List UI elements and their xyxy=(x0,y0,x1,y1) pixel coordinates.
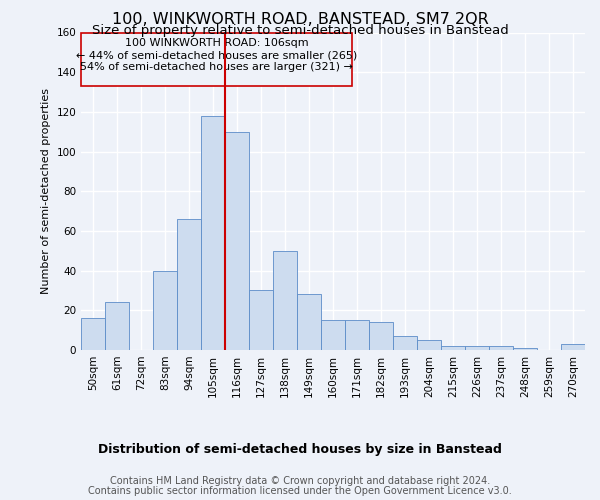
Bar xyxy=(417,340,441,350)
Text: 100 WINKWORTH ROAD: 106sqm: 100 WINKWORTH ROAD: 106sqm xyxy=(125,38,308,48)
Bar xyxy=(465,346,489,350)
Bar xyxy=(153,270,177,350)
Bar xyxy=(297,294,321,350)
Bar xyxy=(105,302,129,350)
Text: ← 44% of semi-detached houses are smaller (265): ← 44% of semi-detached houses are smalle… xyxy=(76,50,357,60)
Bar xyxy=(225,132,249,350)
Text: Size of property relative to semi-detached houses in Banstead: Size of property relative to semi-detach… xyxy=(92,24,508,37)
Y-axis label: Number of semi-detached properties: Number of semi-detached properties xyxy=(41,88,51,294)
Bar xyxy=(561,344,585,350)
Bar xyxy=(489,346,513,350)
Bar xyxy=(177,219,201,350)
Bar xyxy=(369,322,393,350)
Bar xyxy=(249,290,273,350)
Text: 100, WINKWORTH ROAD, BANSTEAD, SM7 2QR: 100, WINKWORTH ROAD, BANSTEAD, SM7 2QR xyxy=(112,12,488,28)
Bar xyxy=(321,320,345,350)
Bar xyxy=(393,336,417,350)
Bar xyxy=(201,116,225,350)
Bar xyxy=(513,348,537,350)
Bar xyxy=(81,318,105,350)
Text: Distribution of semi-detached houses by size in Banstead: Distribution of semi-detached houses by … xyxy=(98,442,502,456)
Bar xyxy=(273,251,297,350)
Bar xyxy=(345,320,369,350)
Bar xyxy=(441,346,465,350)
FancyBboxPatch shape xyxy=(81,32,352,86)
Text: 54% of semi-detached houses are larger (321) →: 54% of semi-detached houses are larger (… xyxy=(80,62,353,72)
Text: Contains public sector information licensed under the Open Government Licence v3: Contains public sector information licen… xyxy=(88,486,512,496)
Text: Contains HM Land Registry data © Crown copyright and database right 2024.: Contains HM Land Registry data © Crown c… xyxy=(110,476,490,486)
